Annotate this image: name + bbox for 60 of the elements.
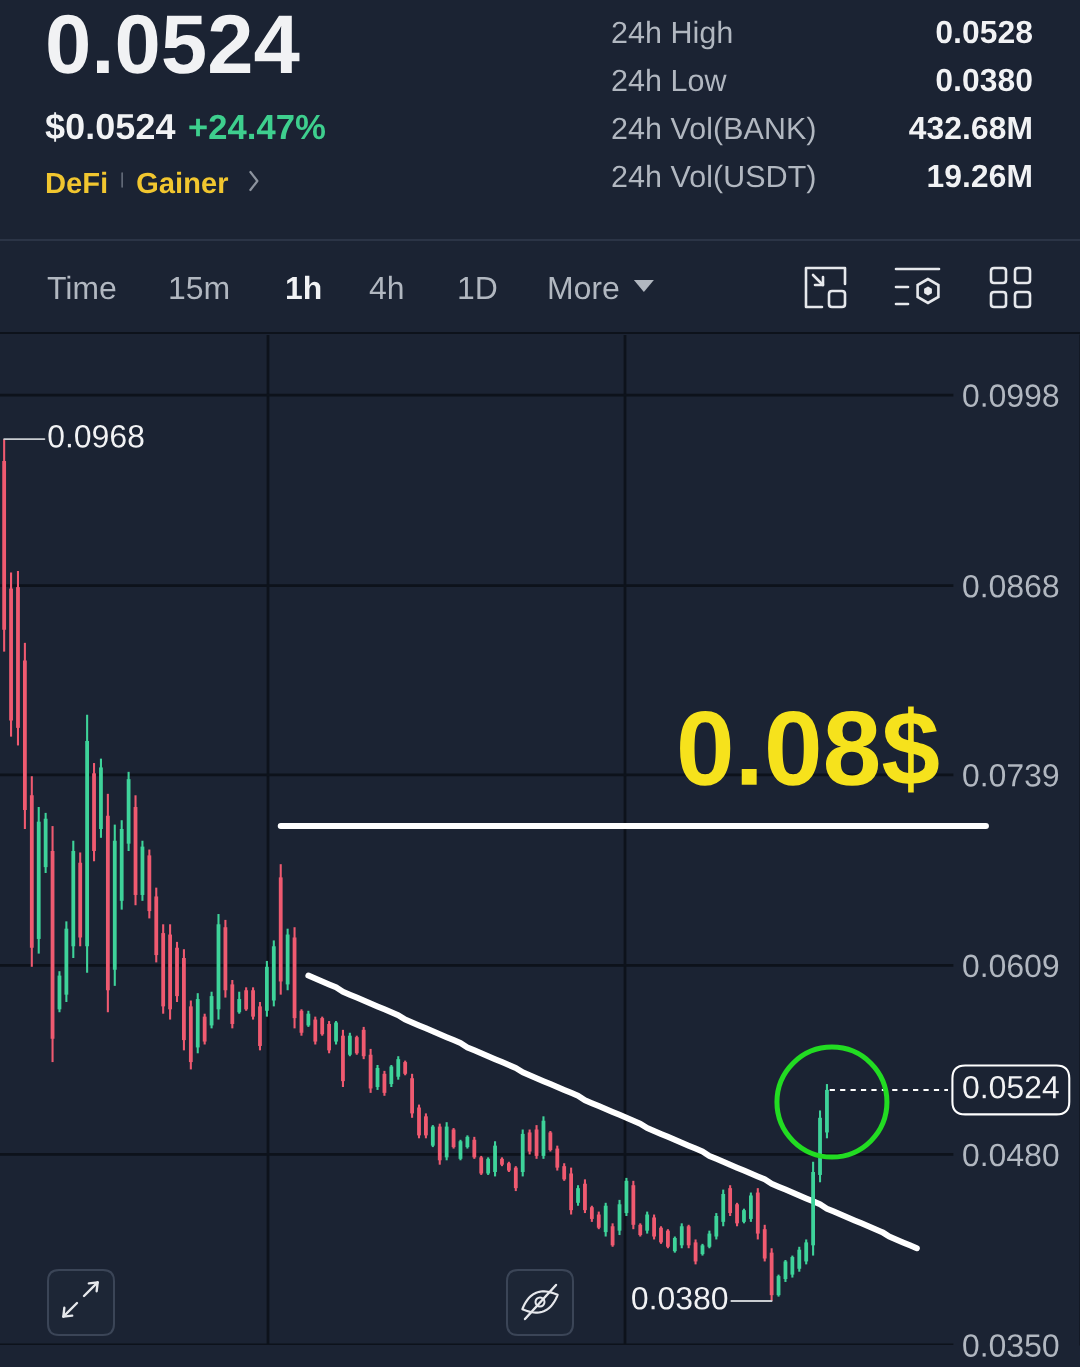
text: 15m — [170, 277, 229, 300]
y-tick-label: 0.0998 — [963, 384, 1059, 407]
candlestick — [804, 1238, 809, 1266]
candlestick — [313, 1015, 318, 1046]
text: Gainer — [137, 171, 229, 194]
y-tick-label: 0.0480 — [963, 1143, 1059, 1167]
candlestick — [237, 990, 242, 1015]
text: DeFi — [46, 171, 107, 194]
candlestick — [645, 1210, 650, 1235]
candlestick — [652, 1213, 656, 1241]
candlestick — [472, 1135, 477, 1160]
text: More — [549, 277, 619, 300]
candlestick — [555, 1144, 560, 1172]
text: 24h High — [612, 20, 732, 50]
text: 24h Vol(USDT) — [612, 164, 815, 194]
candlestick — [389, 1063, 394, 1089]
candlestick — [666, 1228, 670, 1250]
candlestick — [244, 986, 249, 1012]
candlestick — [430, 1124, 435, 1149]
candlestick — [479, 1154, 484, 1176]
candlestick — [347, 1031, 352, 1058]
text: Time — [47, 275, 116, 300]
y-tick-label: 0.0350 — [963, 1334, 1059, 1357]
annotation: 0.0380 — [632, 1286, 728, 1310]
y-tick-label: 0.0609 — [963, 954, 1059, 978]
text: 24h Low — [612, 68, 727, 92]
text: $0.0524 — [45, 112, 176, 142]
candlestick — [513, 1165, 518, 1193]
candlestick — [686, 1223, 691, 1250]
text: 1D — [459, 277, 497, 299]
candlestick — [320, 1015, 325, 1037]
text: 19.26M — [928, 164, 1031, 188]
candlestick — [527, 1128, 532, 1156]
text: 24h Vol(BANK) — [612, 116, 815, 146]
text: 0.0380 — [936, 68, 1032, 92]
candlestick — [679, 1222, 684, 1250]
annotation: 0.08$ — [680, 706, 939, 793]
text: 1h — [287, 275, 321, 299]
y-tick-label: 0.0868 — [963, 574, 1059, 598]
candlestick — [576, 1184, 580, 1207]
text: 0.0528 — [936, 20, 1033, 44]
candlestick — [714, 1212, 719, 1241]
ref-line-label: 0.0524 — [963, 1075, 1059, 1099]
candlestick — [735, 1201, 739, 1228]
text: 4h — [369, 275, 403, 299]
text: 432.68M — [909, 116, 1031, 140]
candlestick — [790, 1254, 795, 1279]
candlestick — [797, 1245, 802, 1273]
candlestick — [610, 1222, 615, 1248]
candlestick — [334, 1020, 338, 1046]
candlestick — [424, 1112, 428, 1140]
chart-title: 0.0524 — [48, 14, 300, 74]
text: +24.47% — [189, 114, 325, 140]
candlestick — [354, 1034, 359, 1056]
annotation: 0.0968 — [48, 425, 144, 448]
candlestick — [417, 1103, 421, 1140]
candlestick — [748, 1191, 753, 1223]
candlestick — [548, 1129, 553, 1153]
y-tick-label: 0.0739 — [963, 764, 1059, 787]
candlestick — [396, 1055, 401, 1081]
